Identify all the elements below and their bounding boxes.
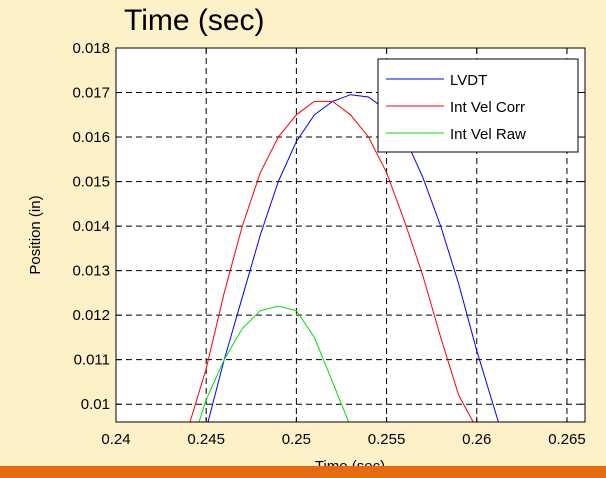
legend-label: Int Vel Corr — [450, 99, 525, 116]
plot-frame — [115, 47, 586, 423]
slide-title: Time (sec) — [124, 4, 265, 37]
y-tick-label: 0.015 — [72, 174, 110, 191]
legend-label: Int Vel Raw — [450, 126, 526, 143]
series-line-int-vel-raw — [198, 305, 350, 422]
series-group — [189, 94, 499, 422]
x-tick-label: 0.255 — [368, 431, 406, 448]
x-tick-label: 0.265 — [548, 431, 586, 448]
y-axis-label: Position (in) — [27, 195, 44, 274]
series-line-lvdt — [207, 94, 499, 422]
y-tick-label: 0.01 — [81, 396, 110, 413]
legend-label: LVDT — [450, 72, 487, 89]
x-tick-label: 0.24 — [101, 431, 130, 448]
axis-ticks: 0.24 0.245 0.25 0.255 0.26 0.265 0.01 0.011 0.01… — [72, 40, 585, 448]
y-tick-label: 0.012 — [72, 307, 110, 324]
footer-accent-bar — [0, 466, 606, 478]
y-tick-label: 0.016 — [72, 129, 110, 146]
legend: LVDT Int Vel Corr Int Vel Raw — [377, 58, 579, 153]
y-tick-label: 0.017 — [72, 85, 110, 102]
x-tick-label: 0.26 — [462, 431, 491, 448]
y-tick-label: 0.018 — [72, 40, 110, 57]
series-line-int-vel-corr — [189, 100, 474, 422]
y-tick-label: 0.014 — [72, 218, 110, 235]
y-tick-label: 0.011 — [74, 352, 110, 369]
y-tick-label: 0.013 — [72, 263, 110, 280]
x-tick-label: 0.245 — [187, 431, 225, 448]
x-tick-label: 0.25 — [282, 431, 311, 448]
